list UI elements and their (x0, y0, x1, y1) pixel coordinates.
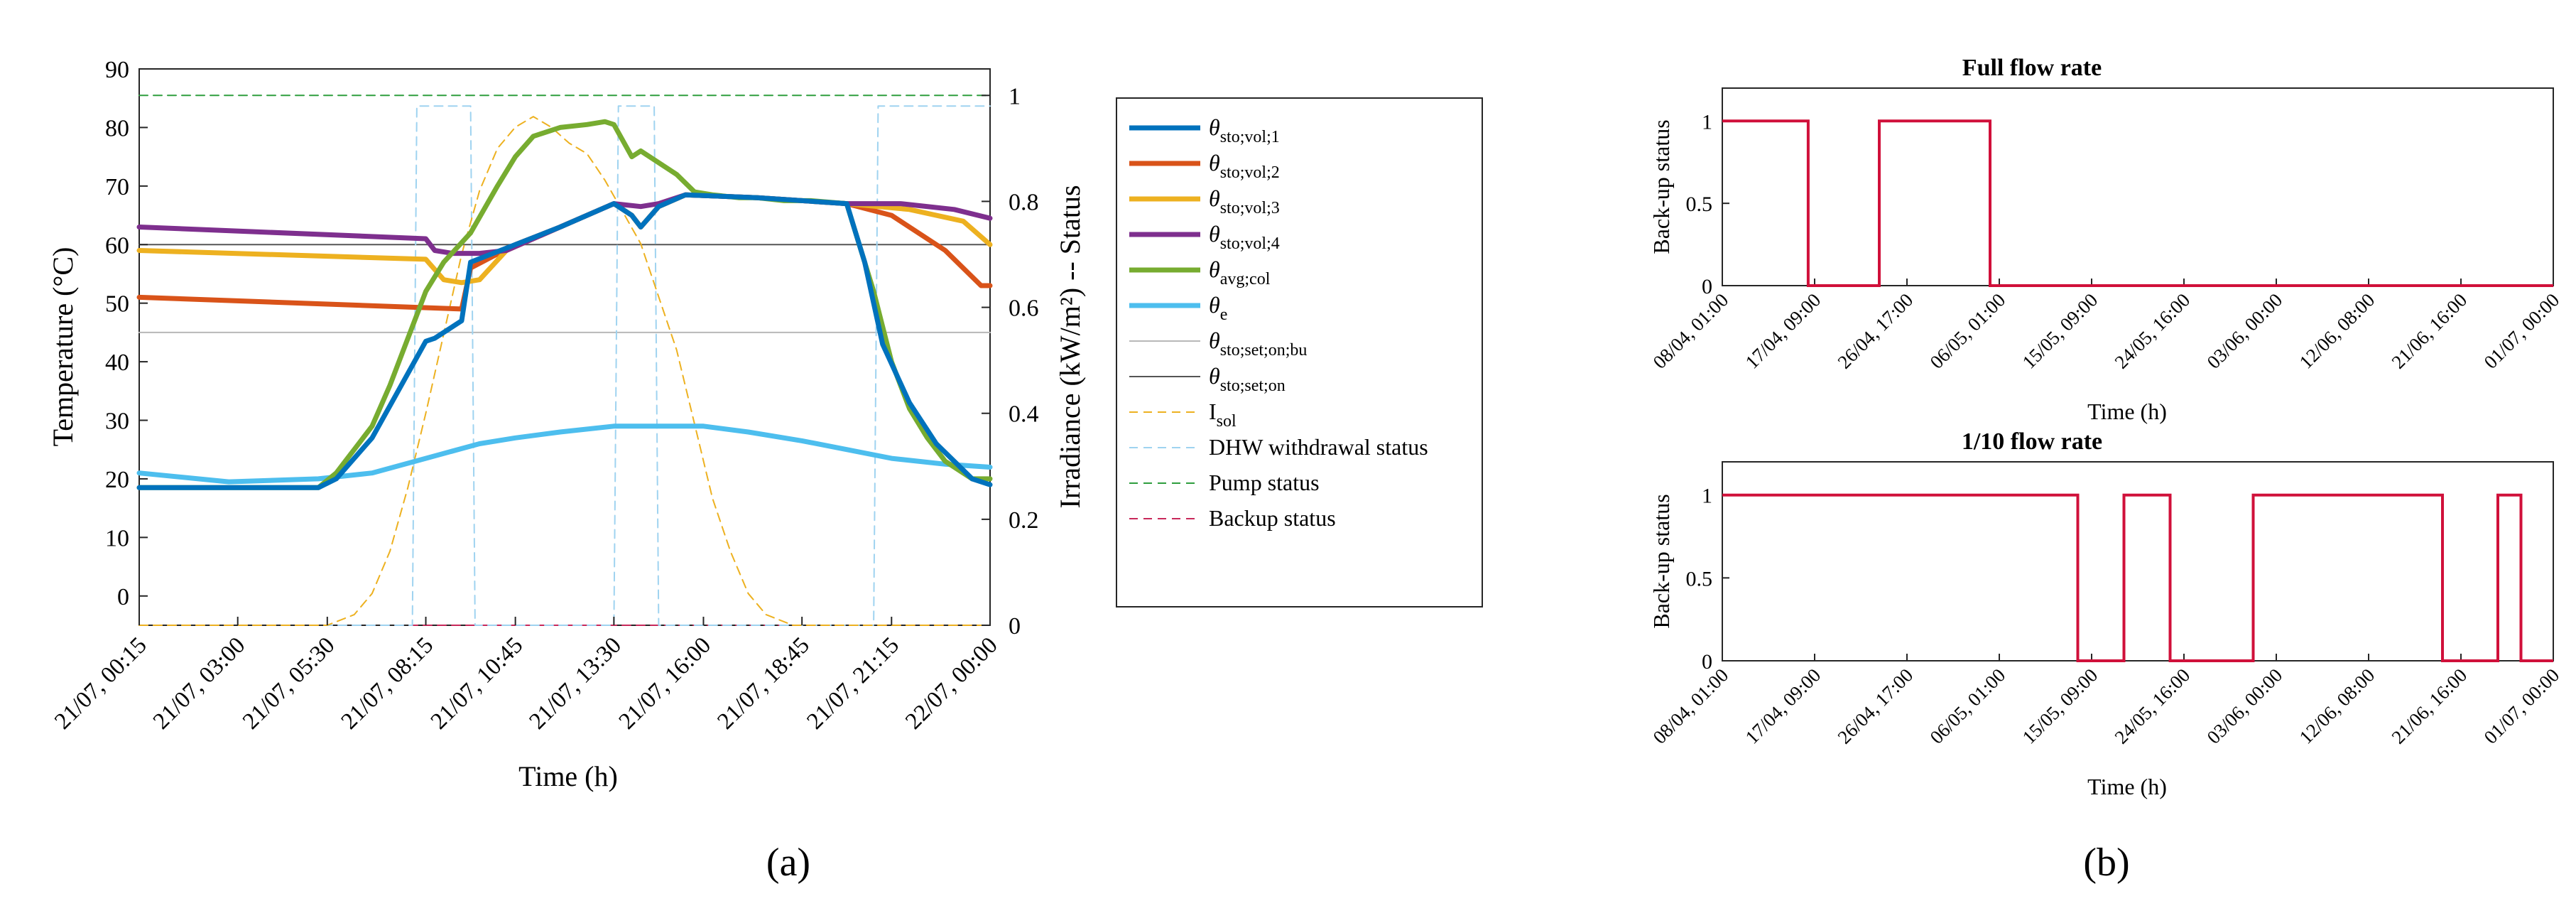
legend-label-col: θavg;col (1209, 256, 1271, 288)
x-tick-label: 01/07, 00:00 (2479, 289, 2563, 373)
backup-status-line (1722, 493, 2553, 662)
y-tick-label: 40 (105, 350, 129, 376)
x-tick-label: 17/04, 09:00 (1741, 664, 1825, 748)
x-tick-label: 21/07, 13:30 (525, 632, 626, 734)
x-tick-label: 21/07, 21:15 (803, 632, 904, 734)
series-line-e (136, 423, 993, 485)
panel-a-y-axis-label: Temperature (°C) (47, 247, 79, 447)
y-tick-label: 10 (105, 525, 129, 551)
panel-b-label: (b) (2083, 841, 2129, 885)
panel-a-x-axis-label: Time (h) (518, 760, 618, 792)
y-tick-label: 60 (105, 232, 129, 259)
panel-b-top-x-axis-label: Time (h) (2087, 399, 2167, 424)
series-line-vol4 (136, 192, 993, 256)
panel-b-bottom-chart: 1/10 flow rate 0 0.5 1 08/04, 01:00 17/04, 0… (1648, 428, 2563, 799)
x-tick-label: 22/07, 00:00 (901, 632, 1002, 734)
legend-label-backup: Backup status (1209, 505, 1336, 531)
legend-label-vol3: θsto;vol;3 (1209, 185, 1280, 217)
y-tick-label: 0 (1702, 275, 1712, 298)
panel-b-bottom-x-axis-label: Time (h) (2087, 774, 2167, 799)
x-tick-label: 26/04, 17:00 (1833, 289, 1917, 373)
x-tick-label: 08/04, 01:00 (1648, 664, 1732, 748)
x-tick-label: 24/05, 16:00 (2110, 289, 2194, 373)
y2-tick-label: 0.4 (1009, 401, 1039, 428)
x-tick-label: 06/05, 01:00 (1925, 289, 2009, 373)
y-tick-label: 70 (105, 174, 129, 200)
x-tick-label: 21/07, 16:00 (614, 632, 716, 734)
y-tick-label: 0.5 (1686, 567, 1713, 590)
x-tick-label: 01/07, 00:00 (2479, 664, 2563, 748)
y2-tick-label: 0.8 (1009, 189, 1039, 215)
series-line-col (136, 119, 993, 490)
legend-label-seton: θsto;set;on (1209, 363, 1286, 395)
x-tick-label: 21/06, 16:00 (2387, 664, 2471, 748)
series-line-isol (138, 116, 991, 626)
y-tick-label: 80 (105, 115, 129, 141)
y-tick-label: 1 (1702, 110, 1712, 134)
panel-b-top-chart: Full flow rate 0 0.5 1 08/04, 01:00 17/04, 0… (1648, 55, 2563, 424)
panel-a-label: (a) (766, 841, 810, 885)
legend-label-dhw: DHW withdrawal status (1209, 434, 1428, 460)
y-tick-label: 30 (105, 409, 129, 435)
x-tick-label: 24/05, 16:00 (2110, 664, 2194, 748)
x-tick-label: 15/05, 09:00 (2018, 289, 2102, 373)
y-tick-label: 0.5 (1686, 193, 1713, 216)
x-tick-label: 26/04, 17:00 (1833, 664, 1917, 748)
x-tick-label: 12/06, 08:00 (2295, 289, 2379, 373)
x-tick-label: 21/07, 18:45 (712, 632, 814, 734)
panel-b-top-plot-area (1722, 87, 2554, 286)
y-tick-label: 0 (117, 584, 129, 610)
y2-tick-label: 0.6 (1009, 296, 1039, 322)
legend-label-vol1: θsto;vol;1 (1209, 114, 1280, 146)
legend-label-pump: Pump status (1209, 470, 1320, 495)
panel-a-plot-area (138, 68, 991, 626)
x-tick-label: 21/07, 00:15 (50, 632, 151, 734)
panel-a-legend (1116, 97, 1483, 608)
x-tick-label: 15/05, 09:00 (2018, 664, 2102, 748)
legend-label-e: θe (1209, 292, 1227, 324)
y2-tick-label: 1 (1009, 83, 1021, 109)
panel-b-bottom-y-axis-label: Back-up status (1648, 494, 1674, 628)
legend-label-vol2: θsto;vol;2 (1209, 150, 1280, 182)
y-tick-label: 90 (105, 57, 129, 83)
x-tick-label: 21/07, 08:15 (337, 632, 438, 734)
legend-label-vol4: θsto;vol;4 (1209, 221, 1280, 253)
y-tick-label: 20 (105, 467, 129, 493)
x-tick-label: 21/07, 10:45 (426, 632, 528, 734)
x-tick-label: 08/04, 01:00 (1648, 289, 1732, 373)
x-tick-label: 21/07, 05:30 (238, 632, 339, 734)
legend-label-isol: Isol (1209, 399, 1237, 431)
x-tick-label: 17/04, 09:00 (1741, 289, 1825, 373)
y2-tick-label: 0 (1009, 613, 1021, 639)
x-tick-label: 03/06, 00:00 (2202, 289, 2286, 373)
panel-a-chart: 0 10 20 30 40 50 60 70 80 90 0 0.2 0.4 0.6 0.8 1 21/07… (47, 57, 1483, 885)
panel-b-top-title: Full flow rate (1962, 55, 2102, 81)
series-line-vol1 (136, 192, 993, 490)
panel-b-bottom-plot-area (1722, 461, 2554, 662)
panel-b-bottom-title: 1/10 flow rate (1962, 428, 2102, 455)
y-tick-label: 0 (1702, 650, 1712, 674)
legend-label-setbu: θsto;set;on;bu (1209, 328, 1307, 360)
x-tick-label: 21/07, 03:00 (148, 632, 250, 734)
y-tick-label: 50 (105, 291, 129, 318)
x-tick-label: 21/06, 16:00 (2387, 289, 2471, 373)
panel-b-top-y-axis-label: Back-up status (1648, 119, 1674, 254)
y2-tick-label: 0.2 (1009, 507, 1039, 534)
x-tick-label: 06/05, 01:00 (1925, 664, 2009, 748)
x-tick-label: 03/06, 00:00 (2202, 664, 2286, 748)
x-tick-label: 12/06, 08:00 (2295, 664, 2379, 748)
backup-status-line (1722, 119, 2553, 287)
y-tick-label: 1 (1702, 485, 1712, 508)
panel-a-y2-axis-label: Irradiance (kW/m²) -- Status (1054, 185, 1086, 508)
